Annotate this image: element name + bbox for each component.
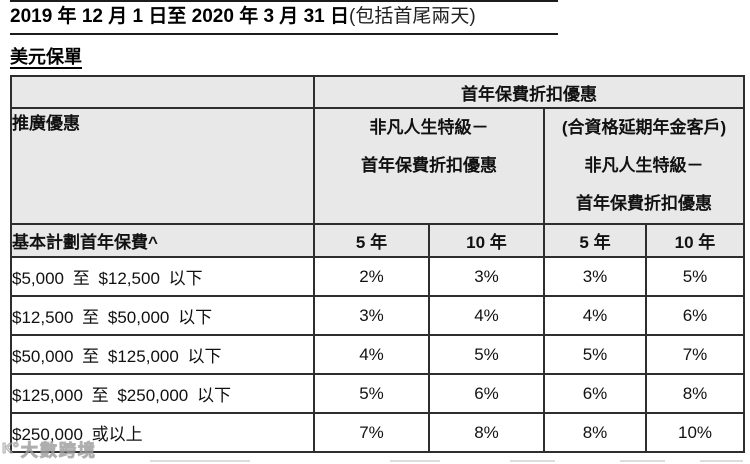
premium-band-label: $250,000 或以上	[10, 412, 315, 453]
group2-line1: (合資格延期年金客戶)	[561, 118, 727, 137]
page-title: 2019 年 12 月 1 日至 2020 年 3 月 31 日(包括首尾兩天)	[10, 4, 476, 30]
discount-value: 4%	[313, 334, 430, 375]
top-cropped-rule	[10, 0, 558, 2]
discount-value: 4%	[543, 295, 647, 336]
discount-value: 5%	[645, 256, 745, 297]
title-divider-rule	[10, 33, 558, 35]
table-row: $125,000 至 $250,000 以下 5% 6% 6% 8%	[10, 373, 745, 414]
discount-value: 7%	[313, 412, 430, 453]
discount-value: 4%	[428, 295, 545, 336]
table-row: $50,000 至 $125,000 以下 4% 5% 5% 7%	[10, 334, 745, 375]
year-header-cell: 5 年	[313, 223, 430, 258]
discount-value: 3%	[313, 295, 430, 336]
table-row: $12,500 至 $50,000 以下 3% 4% 4% 6%	[10, 295, 745, 336]
discount-value: 3%	[543, 256, 647, 297]
group1-header-cell: 非凡人生特級－ 首年保費折扣優惠	[313, 107, 545, 225]
discount-value: 8%	[645, 373, 745, 414]
premium-header-cell: 基本計劃首年保費^	[10, 223, 315, 258]
group1-line2: 首年保費折扣優惠	[361, 156, 497, 175]
discount-value: 8%	[428, 412, 545, 453]
table-row-top-header: 首年保費折扣優惠	[10, 75, 745, 109]
table-row-group-headers: 推廣優惠 非凡人生特級－ 首年保費折扣優惠 (合資格延期年金客戶) 非凡人生特級…	[10, 107, 745, 225]
year-header-cell: 10 年	[428, 223, 545, 258]
table-row: $250,000 或以上 7% 8% 8% 10%	[10, 412, 745, 453]
discount-value: 10%	[645, 412, 745, 453]
promo-header-cell: 推廣優惠	[10, 107, 315, 225]
table-row: $5,000 至 $12,500 以下 2% 3% 3% 5%	[10, 256, 745, 297]
table-row-year-headers: 基本計劃首年保費^ 5 年 10 年 5 年 10 年	[10, 223, 745, 258]
premium-band-label: $5,000 至 $12,500 以下	[10, 256, 315, 297]
premium-band-label: $12,500 至 $50,000 以下	[10, 295, 315, 336]
group1-line1: 非凡人生特級－	[369, 118, 489, 137]
discount-value: 3%	[428, 256, 545, 297]
empty-corner-cell	[10, 75, 315, 109]
page-title-note: (包括首尾兩天)	[349, 6, 476, 27]
group2-header-cell: (合資格延期年金客戶) 非凡人生特級－ 首年保費折扣優惠	[543, 107, 745, 225]
group2-line2: 非凡人生特級－	[584, 156, 704, 175]
discount-value: 5%	[428, 334, 545, 375]
premium-band-label: $50,000 至 $125,000 以下	[10, 334, 315, 375]
discount-value: 5%	[313, 373, 430, 414]
page-title-date-range: 2019 年 12 月 1 日至 2020 年 3 月 31 日	[10, 6, 350, 27]
discount-value: 7%	[645, 334, 745, 375]
section-heading-usd-policy: 美元保單	[10, 47, 82, 67]
year-header-cell: 5 年	[543, 223, 647, 258]
group2-line3: 首年保費折扣優惠	[576, 194, 712, 213]
discount-value: 6%	[645, 295, 745, 336]
premium-discount-table: 首年保費折扣優惠 推廣優惠 非凡人生特級－ 首年保費折扣優惠 (合資格延期年金客…	[10, 75, 745, 453]
premium-band-label: $125,000 至 $250,000 以下	[10, 373, 315, 414]
year-header-cell: 10 年	[645, 223, 745, 258]
top-header-cell: 首年保費折扣優惠	[313, 75, 745, 109]
bottom-cropped-text-line	[10, 458, 743, 464]
discount-value: 8%	[543, 412, 647, 453]
discount-value: 2%	[313, 256, 430, 297]
discount-value: 6%	[543, 373, 647, 414]
discount-value: 5%	[543, 334, 647, 375]
discount-value: 6%	[428, 373, 545, 414]
